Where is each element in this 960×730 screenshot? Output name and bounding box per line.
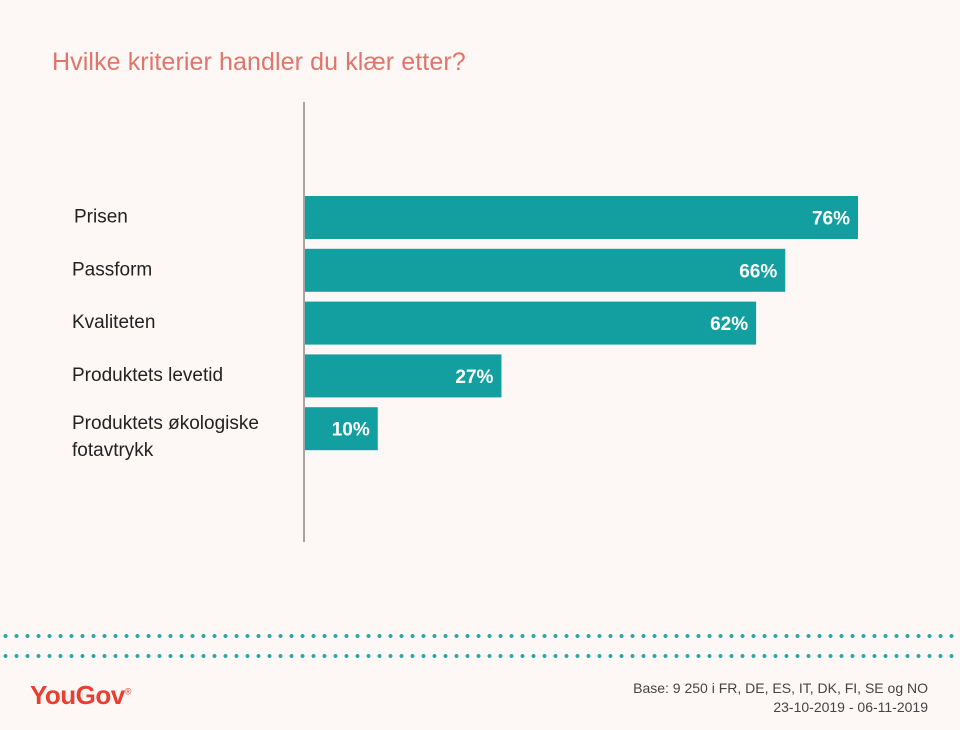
bar xyxy=(305,301,757,345)
category-label: fotavtrykk xyxy=(72,440,154,461)
footnote: Base: 9 250 i FR, DE, ES, IT, DK, FI, SE… xyxy=(633,679,928,717)
chart-title: Hvilke kriterier handler du klær etter? xyxy=(52,48,466,76)
base-text: Base: 9 250 i FR, DE, ES, IT, DK, FI, SE… xyxy=(633,680,928,696)
value-label: 76% xyxy=(812,209,850,230)
category-label: Kvaliteten xyxy=(72,312,155,333)
value-label: 66% xyxy=(739,261,777,282)
value-label: 62% xyxy=(710,314,748,335)
dotted-divider-top xyxy=(0,634,960,638)
category-label: Passform xyxy=(72,259,152,280)
value-label: 10% xyxy=(332,420,370,441)
category-label: Produktets økologiske xyxy=(72,413,259,434)
dotted-divider-bottom xyxy=(0,654,960,658)
bar xyxy=(305,196,858,239)
bar xyxy=(305,248,786,292)
bar xyxy=(305,354,502,398)
logo-text: YouGov xyxy=(30,680,125,710)
date-range: 23-10-2019 - 06-11-2019 xyxy=(773,699,928,715)
value-label: 27% xyxy=(455,367,493,388)
category-label: Produktets levetid xyxy=(72,365,223,386)
bar xyxy=(305,407,378,451)
logo-registered-mark: ® xyxy=(124,686,132,697)
yougov-logo: YouGov® xyxy=(30,680,131,711)
category-label: Prisen xyxy=(74,207,128,228)
